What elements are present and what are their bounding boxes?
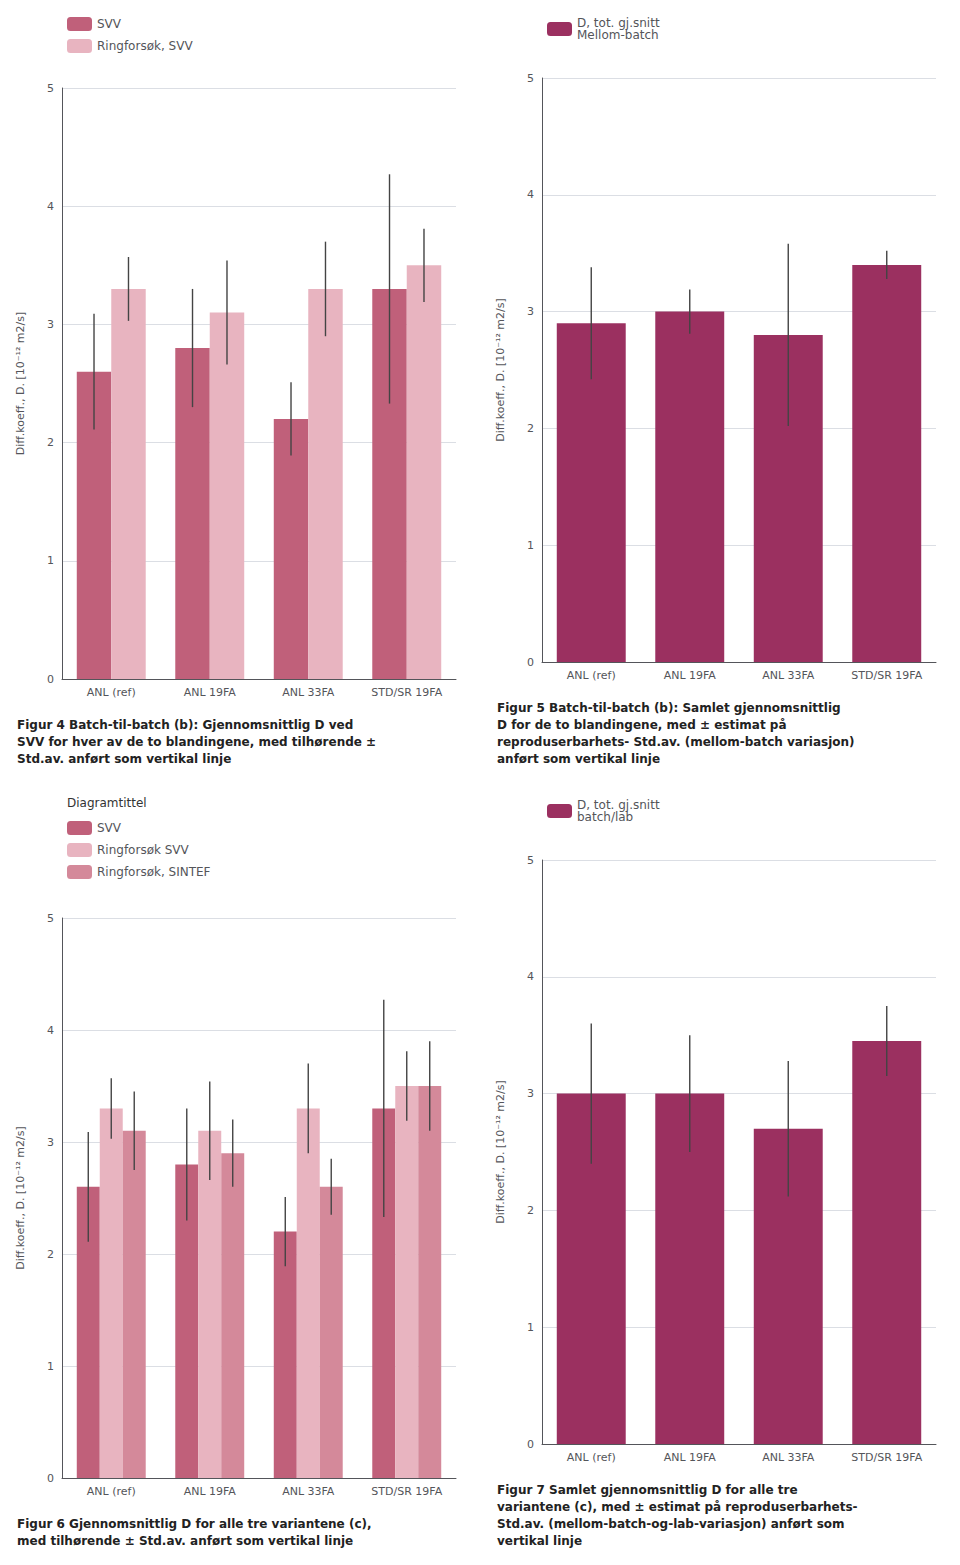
svg-text:ANL 33FA: ANL 33FA (762, 1451, 815, 1464)
svg-text:4: 4 (47, 1024, 54, 1037)
svg-text:ANL 19FA: ANL 19FA (184, 686, 237, 699)
svg-text:1: 1 (47, 554, 54, 567)
svg-text:0: 0 (527, 656, 534, 669)
svg-text:1: 1 (47, 1360, 54, 1373)
svg-text:4: 4 (527, 970, 534, 983)
svg-text:Ringforsøk SVV: Ringforsøk SVV (97, 843, 190, 857)
svg-text:ANL 33FA: ANL 33FA (282, 1485, 335, 1498)
svg-text:3: 3 (527, 1087, 534, 1100)
svg-text:2: 2 (47, 436, 54, 449)
svg-text:STD/SR 19FA: STD/SR 19FA (851, 669, 922, 682)
svg-text:D, tot. gj.snitt: D, tot. gj.snitt (577, 16, 660, 30)
svg-text:1: 1 (527, 539, 534, 552)
svg-text:med tilhørende ± Std.av. anfør: med tilhørende ± Std.av. anført som vert… (17, 1534, 353, 1548)
svg-text:5: 5 (527, 72, 534, 85)
svg-text:vertikal linje: vertikal linje (497, 1534, 582, 1548)
svg-text:ANL 19FA: ANL 19FA (184, 1485, 237, 1498)
svg-text:4: 4 (527, 188, 534, 201)
svg-text:Diff.koeff., D. [10⁻¹² m2/s]: Diff.koeff., D. [10⁻¹² m2/s] (14, 312, 27, 455)
svg-text:D for de to blandingene, med ±: D for de to blandingene, med ± estimat p… (497, 718, 786, 732)
svg-text:Mellom-batch: Mellom-batch (577, 28, 659, 42)
svg-text:ANL (ref): ANL (ref) (87, 686, 136, 699)
svg-text:ANL 19FA: ANL 19FA (664, 669, 717, 682)
svg-text:ANL 19FA: ANL 19FA (664, 1451, 717, 1464)
svg-text:Diff.koeff., D. [10⁻¹² m2/s]: Diff.koeff., D. [10⁻¹² m2/s] (494, 298, 507, 441)
svg-text:ANL (ref): ANL (ref) (567, 1451, 616, 1464)
svg-text:Std.av. anført som vertikal li: Std.av. anført som vertikal linje (17, 752, 231, 766)
svg-text:Figur 5 Batch-til-batch (b): S: Figur 5 Batch-til-batch (b): Samlet gjen… (497, 701, 841, 715)
svg-text:Ringforsøk, SVV: Ringforsøk, SVV (97, 39, 193, 53)
svg-text:0: 0 (47, 673, 54, 686)
svg-text:SVV: SVV (97, 17, 122, 31)
svg-text:4: 4 (47, 200, 54, 213)
svg-text:ANL 33FA: ANL 33FA (282, 686, 335, 699)
svg-text:STD/SR 19FA: STD/SR 19FA (371, 1485, 442, 1498)
svg-text:1: 1 (527, 1321, 534, 1334)
svg-text:Diff.koeff., D. [10⁻¹² m2/s]: Diff.koeff., D. [10⁻¹² m2/s] (14, 1126, 27, 1269)
svg-text:5: 5 (47, 912, 54, 925)
svg-text:2: 2 (527, 422, 534, 435)
svg-text:5: 5 (527, 854, 534, 867)
svg-text:reproduserbarhets- Std.av. (me: reproduserbarhets- Std.av. (mellom-batch… (497, 735, 855, 749)
svg-text:3: 3 (527, 305, 534, 318)
svg-text:Std.av. (mellom-batch-og-lab-v: Std.av. (mellom-batch-og-lab-variasjon) … (497, 1517, 845, 1531)
svg-text:D, tot. gj.snitt: D, tot. gj.snitt (577, 798, 660, 812)
svg-text:3: 3 (47, 1136, 54, 1149)
svg-text:Figur 7 Samlet gjennomsnittlig: Figur 7 Samlet gjennomsnittlig D for all… (497, 1483, 798, 1497)
svg-text:Figur 6 Gjennomsnittlig D for: Figur 6 Gjennomsnittlig D for alle tre v… (17, 1517, 372, 1531)
svg-text:Diagramtittel: Diagramtittel (67, 796, 147, 810)
svg-text:2: 2 (47, 1248, 54, 1261)
svg-text:ANL 33FA: ANL 33FA (762, 669, 815, 682)
svg-text:batch/lab: batch/lab (577, 810, 633, 824)
svg-text:SVV for hver av de to blanding: SVV for hver av de to blandingene, med t… (17, 735, 376, 749)
svg-text:Ringforsøk, SINTEF: Ringforsøk, SINTEF (97, 865, 211, 879)
svg-text:STD/SR 19FA: STD/SR 19FA (851, 1451, 922, 1464)
svg-text:anført som vertikal linje: anført som vertikal linje (497, 752, 660, 766)
svg-text:0: 0 (47, 1472, 54, 1485)
svg-text:Figur 4 Batch-til-batch (b): G: Figur 4 Batch-til-batch (b): Gjennomsnit… (17, 718, 353, 732)
svg-text:2: 2 (527, 1204, 534, 1217)
svg-text:3: 3 (47, 318, 54, 331)
svg-text:STD/SR 19FA: STD/SR 19FA (371, 686, 442, 699)
svg-text:Diff.koeff., D. [10⁻¹² m2/s]: Diff.koeff., D. [10⁻¹² m2/s] (494, 1080, 507, 1223)
svg-text:ANL (ref): ANL (ref) (87, 1485, 136, 1498)
svg-text:ANL (ref): ANL (ref) (567, 669, 616, 682)
svg-text:5: 5 (47, 82, 54, 95)
svg-text:variantene (c), med ± estimat: variantene (c), med ± estimat på reprodu… (497, 1500, 858, 1514)
svg-text:0: 0 (527, 1438, 534, 1451)
svg-text:SVV: SVV (97, 821, 122, 835)
